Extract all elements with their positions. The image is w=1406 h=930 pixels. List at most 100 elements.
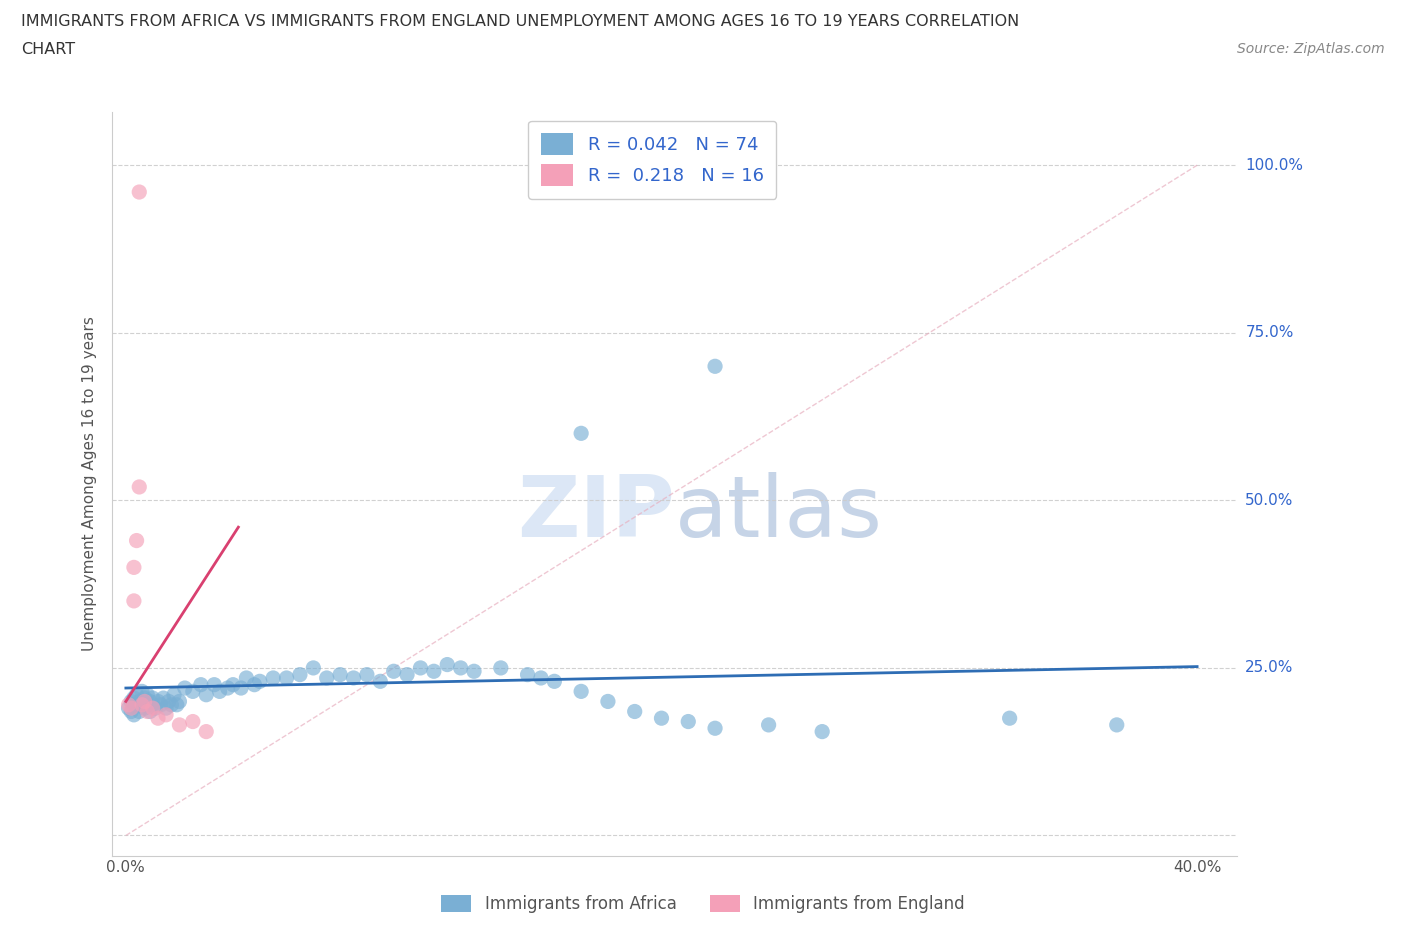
Point <box>181 684 204 698</box>
Point <box>811 724 834 739</box>
Point <box>202 677 225 692</box>
Point <box>142 691 165 706</box>
Point <box>120 694 142 709</box>
Point <box>678 714 700 729</box>
Point <box>229 681 252 696</box>
Point <box>315 671 337 685</box>
Point <box>157 694 180 709</box>
Legend: Immigrants from Africa, Immigrants from England: Immigrants from Africa, Immigrants from … <box>433 887 973 922</box>
Point <box>623 704 645 719</box>
Point <box>222 677 245 692</box>
Point <box>463 664 485 679</box>
Point <box>136 687 159 702</box>
Point <box>276 671 298 685</box>
Text: Source: ZipAtlas.com: Source: ZipAtlas.com <box>1237 42 1385 56</box>
Point <box>181 714 204 729</box>
Point <box>758 717 780 732</box>
Text: IMMIGRANTS FROM AFRICA VS IMMIGRANTS FROM ENGLAND UNEMPLOYMENT AMONG AGES 16 TO : IMMIGRANTS FROM AFRICA VS IMMIGRANTS FRO… <box>21 14 1019 29</box>
Point <box>166 698 188 712</box>
Point <box>596 694 619 709</box>
Point <box>143 700 166 715</box>
Point <box>149 698 172 712</box>
Point <box>235 671 257 685</box>
Point <box>125 687 148 702</box>
Point <box>122 691 145 706</box>
Point <box>125 533 148 548</box>
Point <box>288 667 311 682</box>
Point <box>704 721 727 736</box>
Point <box>128 184 150 199</box>
Point <box>356 667 378 682</box>
Point <box>136 698 159 712</box>
Point <box>146 694 169 709</box>
Point <box>569 684 592 698</box>
Point <box>195 724 218 739</box>
Point <box>117 700 139 715</box>
Point <box>169 694 191 709</box>
Point <box>128 694 150 709</box>
Point <box>436 658 458 672</box>
Point <box>142 700 165 715</box>
Point <box>122 560 145 575</box>
Point <box>146 711 169 725</box>
Point <box>450 660 472 675</box>
Point <box>217 681 239 696</box>
Point <box>122 698 145 712</box>
Point <box>382 664 405 679</box>
Point <box>516 667 538 682</box>
Point <box>136 704 159 719</box>
Point <box>134 700 156 715</box>
Point <box>530 671 553 685</box>
Point <box>650 711 672 725</box>
Point <box>131 684 153 698</box>
Point <box>139 704 162 719</box>
Point <box>190 677 212 692</box>
Point <box>195 687 218 702</box>
Text: 100.0%: 100.0% <box>1246 158 1303 173</box>
Point <box>368 674 391 689</box>
Text: atlas: atlas <box>675 472 883 555</box>
Point <box>243 677 266 692</box>
Point <box>704 359 727 374</box>
Legend: R = 0.042   N = 74, R =  0.218   N = 16: R = 0.042 N = 74, R = 0.218 N = 16 <box>529 121 776 199</box>
Point <box>152 691 174 706</box>
Point <box>142 698 165 712</box>
Point <box>128 480 150 495</box>
Text: CHART: CHART <box>21 42 75 57</box>
Point <box>423 664 446 679</box>
Point <box>139 694 162 709</box>
Point <box>128 704 150 719</box>
Point <box>131 698 153 712</box>
Point <box>569 426 592 441</box>
Text: 75.0%: 75.0% <box>1246 326 1294 340</box>
Point <box>329 667 352 682</box>
Point <box>120 700 142 715</box>
Point <box>998 711 1021 725</box>
Point <box>131 698 153 712</box>
Point <box>543 674 565 689</box>
Point <box>122 708 145 723</box>
Point <box>134 691 156 706</box>
Point <box>134 694 156 709</box>
Point <box>125 698 148 712</box>
Point <box>120 704 142 719</box>
Point <box>160 698 183 712</box>
Text: 50.0%: 50.0% <box>1246 493 1294 508</box>
Point <box>262 671 284 685</box>
Point <box>208 684 231 698</box>
Point <box>489 660 512 675</box>
Text: ZIP: ZIP <box>517 472 675 555</box>
Point <box>342 671 364 685</box>
Point <box>173 681 195 696</box>
Y-axis label: Unemployment Among Ages 16 to 19 years: Unemployment Among Ages 16 to 19 years <box>82 316 97 651</box>
Point <box>249 674 271 689</box>
Point <box>117 698 139 712</box>
Point <box>396 667 419 682</box>
Point <box>169 717 191 732</box>
Point <box>163 687 186 702</box>
Text: 25.0%: 25.0% <box>1246 660 1294 675</box>
Point <box>122 593 145 608</box>
Point <box>1105 717 1128 732</box>
Point <box>302 660 325 675</box>
Point <box>409 660 432 675</box>
